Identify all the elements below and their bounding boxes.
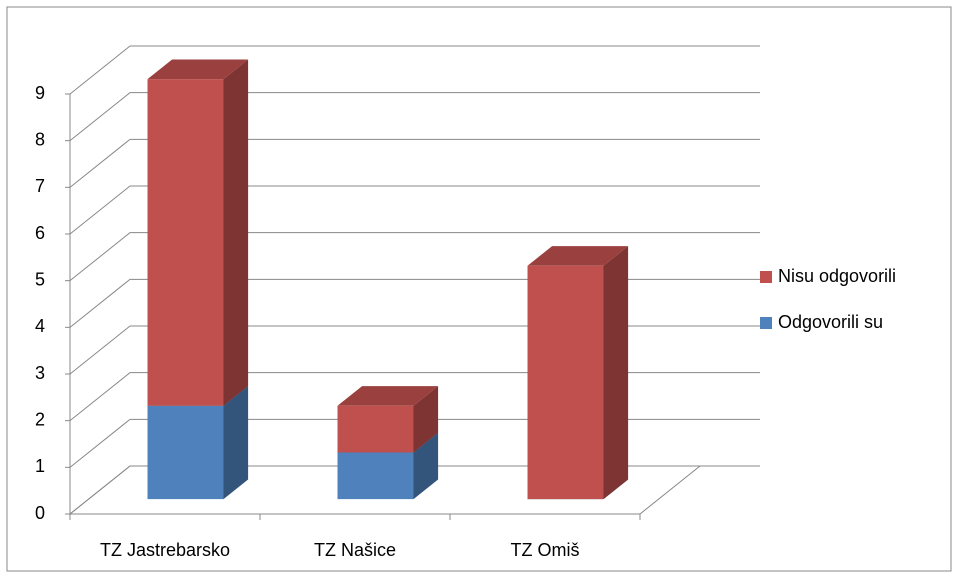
x-tick-label: TZ Jastrebarsko bbox=[100, 540, 230, 560]
y-tick-label: 8 bbox=[35, 129, 45, 149]
x-tick-label: TZ Našice bbox=[314, 540, 396, 560]
y-tick-label: 7 bbox=[35, 176, 45, 196]
bar-side bbox=[603, 246, 629, 500]
y-tick-label: 4 bbox=[35, 316, 45, 336]
legend-swatch bbox=[760, 317, 772, 329]
grid-line bbox=[69, 92, 760, 142]
grid-line bbox=[69, 138, 760, 188]
bar-side bbox=[413, 432, 439, 500]
legend-label: Odgovorili su bbox=[778, 312, 883, 332]
bar bbox=[337, 405, 414, 453]
bar-top bbox=[527, 246, 629, 266]
bar-side bbox=[223, 59, 249, 406]
bar-top bbox=[147, 59, 249, 80]
bar bbox=[337, 452, 414, 500]
legend-swatch bbox=[760, 271, 772, 283]
y-tick-label: 2 bbox=[35, 409, 45, 429]
y-tick-label: 5 bbox=[35, 269, 45, 289]
bar bbox=[147, 79, 224, 406]
y-tick-label: 6 bbox=[35, 223, 45, 243]
y-tick-label: 1 bbox=[35, 456, 45, 476]
bar-side bbox=[223, 386, 249, 500]
y-tick-label: 3 bbox=[35, 363, 45, 383]
grid-line bbox=[69, 45, 760, 95]
legend-label: Nisu odgovorili bbox=[778, 266, 896, 286]
x-tick-label: TZ Omiš bbox=[511, 540, 580, 560]
y-tick-label: 9 bbox=[35, 83, 45, 103]
bar-side bbox=[413, 386, 439, 453]
grid-line bbox=[69, 232, 760, 282]
bar bbox=[147, 405, 224, 500]
grid-line bbox=[69, 185, 760, 235]
bar-top bbox=[337, 386, 439, 406]
bar bbox=[527, 265, 604, 500]
y-tick-label: 0 bbox=[35, 503, 45, 523]
